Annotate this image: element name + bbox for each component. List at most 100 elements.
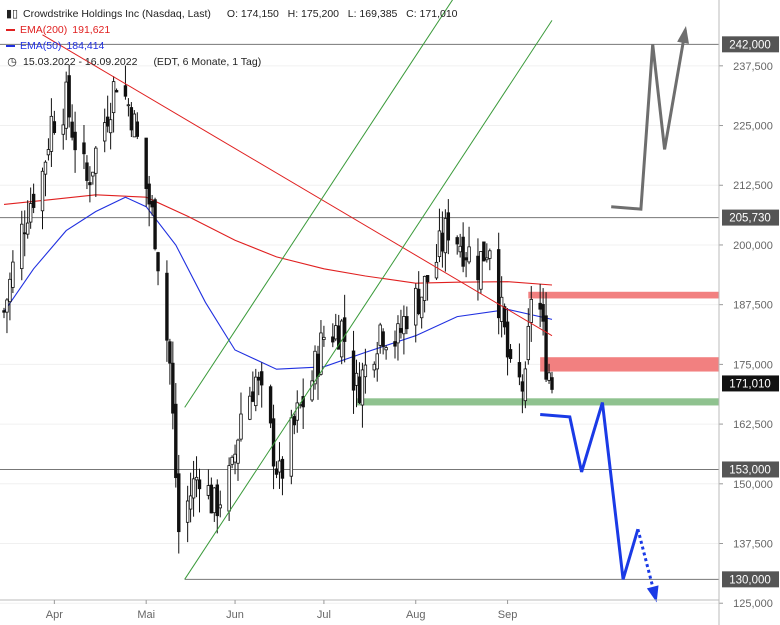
candle-body bbox=[67, 75, 71, 118]
candle-body bbox=[526, 325, 531, 361]
candle-body bbox=[28, 203, 33, 223]
candle-body bbox=[144, 137, 148, 189]
y-tick-label: 225,000 bbox=[733, 121, 773, 133]
candlesticks bbox=[2, 64, 554, 554]
candle-body bbox=[165, 272, 169, 341]
candle-body bbox=[396, 323, 400, 344]
candle-body bbox=[529, 298, 533, 323]
candle-body bbox=[289, 417, 294, 477]
candle-body bbox=[129, 107, 134, 131]
candle-body bbox=[11, 261, 15, 288]
candle-body bbox=[46, 149, 51, 156]
candle-body bbox=[280, 458, 285, 479]
x-tick-label: Apr bbox=[46, 609, 63, 621]
x-tick-label: Mai bbox=[137, 609, 155, 621]
candle-body bbox=[82, 142, 86, 155]
moving-averages bbox=[3, 194, 553, 370]
candle-body bbox=[126, 104, 131, 107]
zones bbox=[356, 291, 719, 406]
candle-body bbox=[171, 362, 175, 414]
resistance-upper-zone bbox=[528, 291, 719, 299]
candle-body bbox=[482, 241, 486, 262]
ema50-value: 184,414 bbox=[66, 40, 105, 52]
level-box bbox=[722, 209, 779, 226]
candle-body bbox=[419, 296, 424, 319]
candle-body bbox=[319, 332, 323, 375]
candle-body bbox=[437, 230, 442, 258]
candle-body bbox=[174, 403, 178, 479]
y-tick-label: 150,000 bbox=[733, 479, 773, 491]
y-tick-label: 237,500 bbox=[733, 61, 773, 73]
candle-body bbox=[434, 261, 439, 279]
ema200-line bbox=[3, 194, 553, 286]
candle-body bbox=[156, 252, 160, 272]
candle-body bbox=[20, 223, 24, 270]
level-label: 130,000 bbox=[729, 574, 771, 586]
candle-body bbox=[73, 131, 77, 151]
candle-body bbox=[357, 376, 362, 403]
candle-body bbox=[5, 299, 9, 313]
candle-body bbox=[393, 341, 397, 347]
candle-body bbox=[132, 113, 137, 138]
candle-body bbox=[342, 317, 347, 342]
candle-body bbox=[2, 310, 6, 313]
legend-ema200: EMA(200) 191,621 bbox=[6, 22, 458, 38]
candle-body bbox=[88, 182, 92, 186]
candle-body bbox=[31, 193, 36, 208]
trendlines bbox=[42, 0, 553, 580]
candle-body bbox=[399, 328, 403, 333]
ema200-label: EMA(200) bbox=[20, 24, 68, 36]
candle-body bbox=[505, 321, 510, 358]
candle-body bbox=[488, 250, 492, 259]
candle-body bbox=[147, 183, 151, 205]
candle-body bbox=[25, 222, 30, 235]
candle-body bbox=[479, 251, 483, 290]
candle-body bbox=[502, 306, 507, 328]
y-tick-label: 175,000 bbox=[733, 359, 773, 371]
level-label: 205,730 bbox=[729, 213, 771, 225]
ema50-swatch bbox=[6, 45, 15, 47]
candle-body bbox=[52, 121, 57, 133]
horizontal-levels bbox=[0, 43, 719, 580]
candle-body bbox=[230, 456, 234, 465]
candle-body bbox=[194, 476, 199, 481]
candle-body bbox=[455, 237, 459, 245]
candle-body bbox=[310, 380, 314, 401]
scenario-up-path bbox=[611, 29, 687, 211]
legend-range: ◷ 15.03.2022 - 16.09.2022 (EDT, 6 Monate… bbox=[6, 54, 458, 70]
candle-body bbox=[188, 495, 193, 510]
candle-body bbox=[209, 484, 214, 514]
candle-body bbox=[70, 121, 74, 138]
candle-body bbox=[61, 124, 65, 135]
candle-body bbox=[105, 116, 110, 127]
candle-body bbox=[402, 316, 406, 335]
candle-body bbox=[464, 257, 468, 261]
candle-body bbox=[103, 122, 107, 142]
candle-body bbox=[268, 386, 273, 424]
scenario-down-arrowhead bbox=[646, 585, 659, 603]
candle-body bbox=[295, 402, 299, 421]
candle-body bbox=[550, 377, 554, 390]
candle-body bbox=[292, 416, 296, 426]
candle-body bbox=[150, 200, 154, 208]
last-price-box bbox=[722, 375, 779, 392]
ema200-value: 191,621 bbox=[72, 24, 111, 36]
candle-body bbox=[425, 275, 430, 283]
candle-body bbox=[414, 287, 418, 326]
candle-body bbox=[508, 349, 513, 359]
y-tick-label: 212,500 bbox=[733, 180, 773, 192]
candle-body bbox=[185, 500, 190, 523]
grid bbox=[0, 65, 719, 604]
resistance-lower-zone bbox=[540, 357, 719, 372]
candlestick-icon: ▮▯ bbox=[6, 8, 19, 20]
candle-body bbox=[206, 485, 211, 496]
x-tick-label: Jul bbox=[317, 609, 331, 621]
candle-body bbox=[94, 147, 98, 174]
candle-body bbox=[123, 85, 128, 97]
ema200-swatch bbox=[6, 29, 15, 31]
candle-body bbox=[461, 236, 465, 267]
candle-body bbox=[108, 119, 113, 134]
candle-body bbox=[351, 350, 356, 391]
legend-title-row: ▮▯ Crowdstrike Holdings Inc (Nasdaq, Las… bbox=[6, 6, 458, 22]
